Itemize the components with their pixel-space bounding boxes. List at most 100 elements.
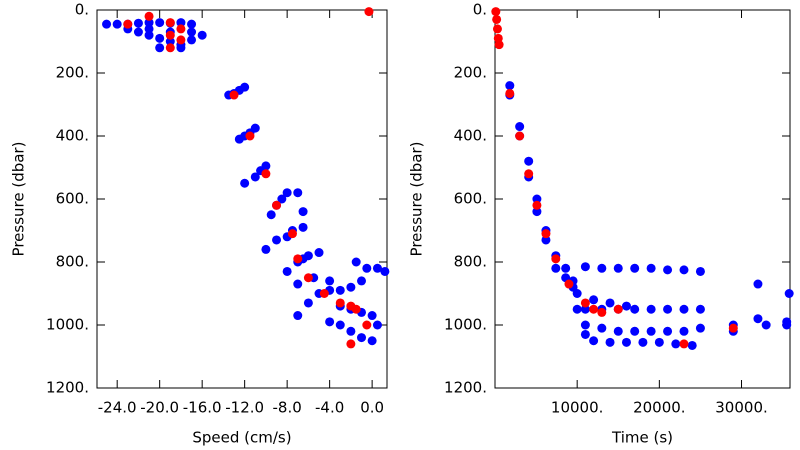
point <box>176 18 186 28</box>
point <box>532 194 542 204</box>
point <box>663 326 673 336</box>
point <box>541 235 551 245</box>
point <box>524 169 534 179</box>
point <box>176 24 186 34</box>
y-tick-label: 0. <box>75 1 89 19</box>
point <box>597 263 607 273</box>
point <box>187 27 197 37</box>
point <box>250 172 260 182</box>
point <box>630 326 640 336</box>
point <box>155 18 165 28</box>
y-tick-label: 0. <box>473 1 487 19</box>
point <box>564 279 574 289</box>
point <box>303 251 313 261</box>
point <box>293 279 303 289</box>
point <box>272 200 282 210</box>
point <box>165 18 175 28</box>
point <box>561 263 571 273</box>
point <box>679 339 689 349</box>
point <box>671 339 681 349</box>
point <box>580 320 590 330</box>
x-tick-label: -16.0 <box>183 399 222 417</box>
point <box>597 307 607 317</box>
point <box>357 333 367 343</box>
point <box>293 311 303 321</box>
point <box>784 289 794 298</box>
point <box>176 43 186 53</box>
point <box>362 320 372 330</box>
point <box>367 336 377 346</box>
point <box>335 320 345 330</box>
point <box>532 207 542 217</box>
y-tick-label: 400. <box>56 127 89 145</box>
point <box>646 263 656 273</box>
point <box>176 35 186 45</box>
point <box>187 19 197 29</box>
point <box>282 188 292 198</box>
point <box>293 254 303 264</box>
point <box>346 339 356 349</box>
x-tick-label: -4.0 <box>315 399 344 417</box>
point <box>197 30 207 40</box>
point <box>357 276 367 286</box>
point <box>663 304 673 314</box>
point <box>250 123 260 133</box>
point <box>123 19 133 29</box>
point <box>346 326 356 336</box>
point <box>613 304 623 314</box>
point <box>695 266 705 276</box>
y-tick-label: 1200. <box>444 379 487 397</box>
y-axis-title: Pressure (dbar) <box>10 142 28 257</box>
point <box>630 304 640 314</box>
point <box>102 19 112 29</box>
point <box>144 24 154 34</box>
point <box>335 298 345 308</box>
point <box>351 304 361 314</box>
point <box>272 235 282 245</box>
point <box>492 14 502 24</box>
point <box>282 266 292 276</box>
point <box>165 30 175 40</box>
point <box>112 19 122 29</box>
x-tick-label: -24.0 <box>98 399 137 417</box>
point <box>782 320 792 330</box>
point <box>261 244 271 254</box>
point <box>613 326 623 336</box>
point <box>621 301 631 311</box>
point <box>589 336 599 346</box>
point <box>572 304 582 314</box>
point <box>753 314 763 324</box>
point <box>303 298 313 308</box>
y-tick-label: 200. <box>56 64 89 82</box>
x-tick-label: 0.0 <box>360 399 384 417</box>
point <box>372 320 382 330</box>
point <box>298 222 308 232</box>
y-tick-label: 600. <box>56 190 89 208</box>
point <box>266 210 276 220</box>
point <box>679 265 689 275</box>
point <box>572 289 582 298</box>
point <box>663 265 673 275</box>
y-axis-title: Pressure (dbar) <box>408 142 426 257</box>
point <box>245 131 255 141</box>
point <box>144 11 154 21</box>
point <box>646 304 656 314</box>
point <box>580 298 590 308</box>
point <box>695 304 705 314</box>
point <box>165 43 175 53</box>
point <box>679 326 689 336</box>
point <box>380 266 390 276</box>
point <box>589 304 599 314</box>
point <box>505 88 515 98</box>
point <box>351 257 361 267</box>
y-tick-label: 1200. <box>46 379 89 397</box>
point <box>580 262 590 272</box>
point <box>679 304 689 314</box>
point <box>621 337 631 347</box>
point <box>728 323 738 333</box>
point <box>303 273 313 283</box>
point <box>494 40 504 50</box>
y-tick-label: 800. <box>454 253 487 271</box>
point <box>319 289 329 298</box>
